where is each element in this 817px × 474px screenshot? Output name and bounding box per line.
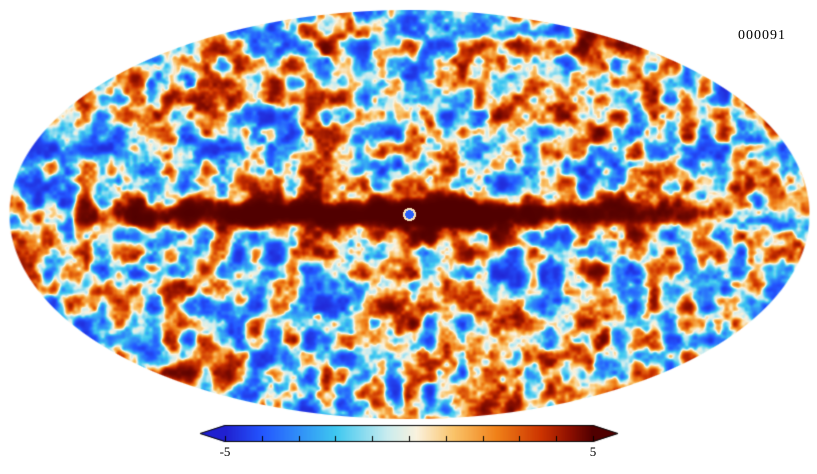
frame-number-label: 000091 [738,28,786,43]
colorbar-min-tick-label: -5 [219,444,231,459]
colorbar-max-tick-label: 5 [589,444,597,459]
